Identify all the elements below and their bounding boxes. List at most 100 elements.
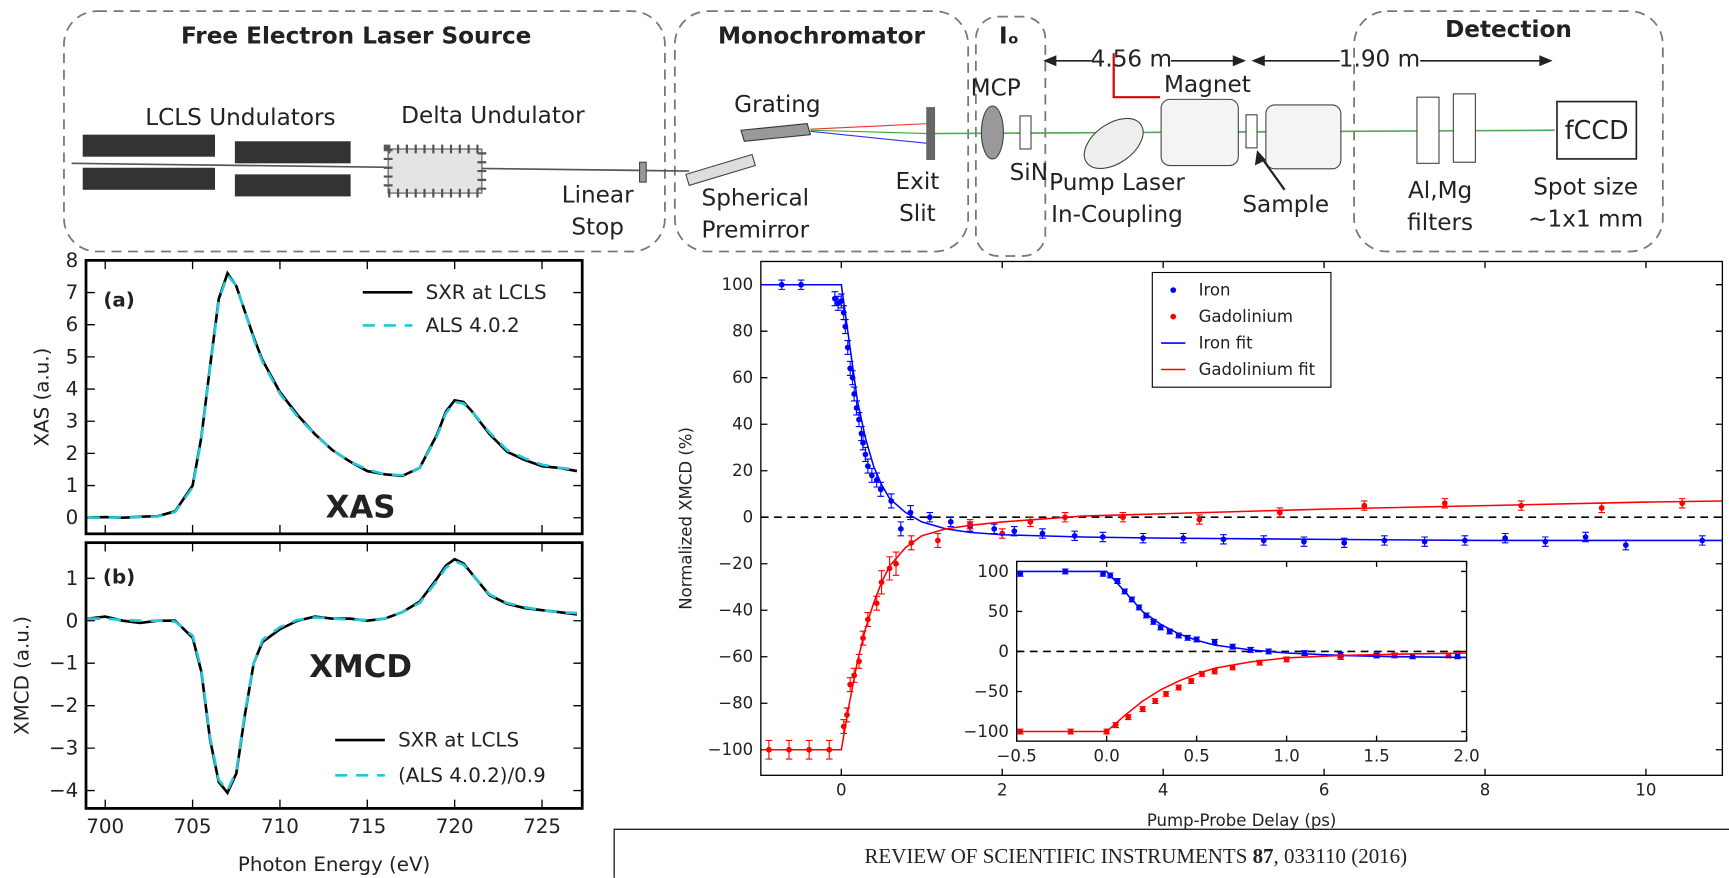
y-tick-label: −20 [718,554,753,573]
y-axis-label: Normalized XMCD (%) [676,427,695,610]
x-tick-label: 1.5 [1363,747,1389,766]
x-tick-label: 0.0 [1093,747,1119,766]
component-label: Spherical [702,186,810,212]
component-label: fCCD [1565,115,1629,145]
y-tick-label: −3 [49,737,78,760]
y-tick-label: 5 [66,345,79,368]
data-point [1152,698,1159,704]
data-point [1441,500,1448,507]
y-tick-label: 0 [66,506,79,529]
y-tick-label: 1 [66,567,79,590]
data-point [926,514,933,521]
x-tick-label: 1.0 [1273,747,1299,766]
axes-frame [84,258,584,536]
citation-rest: , 033110 (2016) [1274,844,1408,868]
legend-frame [1151,271,1332,388]
x-tick-label: 2.0 [1453,747,1479,766]
component-label: Slit [899,201,936,227]
y-tick-label: 0 [998,642,1009,661]
data-point [1301,538,1307,545]
y-tick-label: −2 [49,694,78,717]
premirror [685,153,757,187]
legend: SXR at LCLS ALS 4.0.2 [362,281,547,337]
y-tick-label: 60 [732,368,753,387]
data-point [1011,528,1018,535]
distance-label: 1.90 m [1339,47,1420,73]
magnet [1265,104,1342,170]
data-point [1598,505,1605,511]
data-point [1039,530,1046,537]
data-point [1211,638,1218,645]
data-point [1542,538,1549,545]
y-axis-label: XAS (a.u.) [30,348,53,447]
x-tick-label: 705 [174,815,212,838]
y-tick-label: 0 [743,508,754,527]
y-tick-label: 80 [732,322,753,341]
data-point [847,681,854,688]
annotation: XMCD [309,649,412,685]
data-point [1622,542,1629,548]
legend: SXR at LCLS (ALS 4.0.2)/0.9 [335,729,546,787]
x-tick-label: 715 [348,815,386,838]
y-axis-label: XMCD (a.u.) [11,616,34,735]
section-box [63,10,666,253]
data-point [877,486,884,493]
component-label: In-Coupling [1051,202,1183,228]
arrowhead [1539,55,1553,67]
chart: 700 705 710 715 720 725 −4 −3 −2 −1 0 1 Photon Energ… [11,541,584,876]
undulator [82,134,216,157]
y-tick-label: 0 [66,609,79,632]
legend-label: Gadolinium fit [1199,360,1316,379]
component-label: Spot size [1533,175,1638,201]
undulator [234,141,351,164]
x-tick-label: 4 [1158,781,1169,800]
component-label: Grating [734,92,820,118]
pump-mirror [1083,117,1144,170]
data-point [1188,678,1195,684]
component-label: Stop [571,214,624,240]
volume: 87 [1253,844,1274,868]
delta-undulator [383,144,487,198]
component-label: Pump Laser [1049,170,1185,196]
delta-undulator-outline [387,148,483,194]
data-point [864,463,871,469]
annotation: XAS [326,489,396,525]
distance-label: 4.56 m [1091,47,1172,73]
x-tick-label: 0 [836,781,847,800]
data-point [858,430,865,437]
series-line [87,559,577,794]
y-tick-label: −40 [718,601,753,620]
legend-swatch [1170,313,1177,320]
ray [810,129,929,135]
grating [740,123,812,142]
data-point [869,472,875,479]
component-label: LCLS Undulators [145,105,335,131]
data-point [1211,668,1218,675]
y-tick-label: −100 [708,740,753,759]
arrowhead [1254,150,1266,166]
beam [931,129,1555,135]
data-point [1341,539,1348,546]
y-tick-label: 100 [722,275,754,294]
y-tick-label: −1 [49,652,78,675]
legend-label: ALS 4.0.2 [426,314,520,337]
undulator [82,167,216,190]
component-label: Magnet [1164,72,1251,98]
component-label: Delta Undulator [401,103,585,129]
data-point [1125,714,1132,720]
y-tick-label: 8 [66,249,79,272]
y-tick-label: −80 [718,694,753,713]
data-point [860,439,866,446]
component-label: Al,Mg [1408,178,1472,204]
section-box [974,15,1047,257]
x-tick-label: 0.5 [1183,747,1209,766]
sin-window [1019,115,1032,150]
x-tick-label: 720 [436,815,474,838]
data-point [832,295,838,302]
data-point [1454,653,1461,660]
sample [1245,114,1258,149]
y-tick-label: −60 [718,647,753,666]
detector [1556,100,1638,160]
data-point [862,451,869,458]
beam [71,162,690,172]
